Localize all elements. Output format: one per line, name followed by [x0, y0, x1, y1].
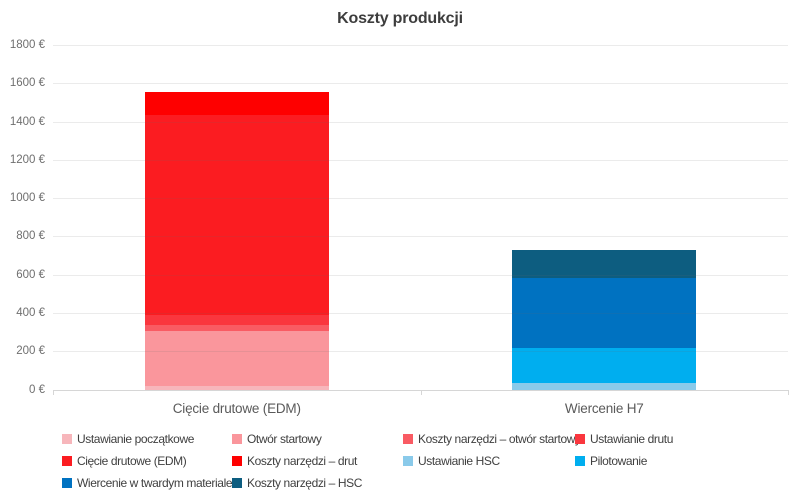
legend-label: Pilotowanie: [590, 454, 647, 468]
y-tick-label: 1000 €: [9, 192, 45, 205]
bar-1: [512, 45, 697, 390]
legend-label: Koszty narzędzi – otwór startowy: [418, 432, 581, 446]
bar-segment: [512, 277, 697, 349]
y-tick-label: 800 €: [16, 230, 45, 243]
bar-segment: [144, 114, 329, 315]
x-axis-label-1: Wiercenie H7: [564, 401, 644, 416]
legend-item: Ustawianie HSC: [403, 455, 500, 467]
bar-segment: [144, 314, 329, 326]
y-tick-label: 1400 €: [9, 115, 45, 128]
legend-label: Ustawianie początkowe: [77, 432, 194, 446]
axis-tick: [53, 389, 54, 395]
axis-tick: [420, 389, 422, 395]
y-tick-label: 200 €: [16, 345, 45, 358]
legend-swatch-icon: [62, 478, 72, 488]
legend-label: Wiercenie w twardym materiale: [77, 476, 233, 490]
legend-label: Cięcie drutowe (EDM): [77, 454, 187, 468]
legend-swatch-icon: [232, 434, 242, 444]
legend-swatch-icon: [403, 456, 413, 466]
bar-segment: [144, 385, 329, 390]
y-tick-label: 1600 €: [9, 77, 45, 90]
y-tick-label: 1800 €: [9, 39, 45, 51]
legend-swatch-icon: [232, 456, 242, 466]
bar-segment: [512, 382, 697, 390]
legend-label: Ustawianie drutu: [590, 432, 673, 446]
legend-item: Pilotowanie: [575, 455, 647, 467]
legend-swatch-icon: [62, 434, 72, 444]
legend-swatch-icon: [403, 434, 413, 444]
legend-item: Ustawianie początkowe: [62, 433, 194, 445]
legend-item: Cięcie drutowe (EDM): [62, 454, 187, 468]
y-tick-label: 1200 €: [9, 153, 45, 166]
y-tick-label: 600 €: [16, 268, 45, 281]
axis-tick: [788, 389, 789, 395]
plot-area: [53, 45, 789, 395]
x-axis-label-0: Cięcie drutowe (EDM): [172, 401, 301, 416]
legend-item: Otwór startowy: [232, 432, 322, 446]
legend-label: Otwór startowy: [247, 432, 322, 446]
legend-item: Koszty narzędzi – drut: [232, 455, 357, 467]
legend-swatch-icon: [575, 456, 585, 466]
bar-segment: [144, 91, 329, 115]
legend-label: Ustawianie HSC: [418, 454, 500, 468]
bar-segment: [144, 325, 329, 332]
legend-swatch-icon: [575, 434, 585, 444]
bar-segment: [144, 331, 329, 386]
legend-item: Koszty narzędzi – HSC: [232, 477, 362, 489]
legend-swatch-icon: [232, 478, 242, 488]
chart-title: Koszty produkcji: [337, 10, 463, 27]
legend-item: Koszty narzędzi – otwór startowy: [403, 433, 581, 445]
bar-segment: [512, 348, 697, 383]
bar-0: [144, 45, 329, 390]
y-tick-label: 0 €: [29, 383, 45, 396]
legend-item: Ustawianie drutu: [575, 433, 673, 445]
legend-swatch-icon: [62, 456, 72, 466]
legend-label: Koszty narzędzi – drut: [247, 454, 357, 468]
legend-item: Wiercenie w twardym materiale: [62, 476, 233, 490]
bar-segment: [512, 249, 697, 278]
legend-label: Koszty narzędzi – HSC: [247, 476, 362, 490]
y-tick-label: 400 €: [16, 306, 45, 319]
bars-layer: [53, 45, 788, 390]
